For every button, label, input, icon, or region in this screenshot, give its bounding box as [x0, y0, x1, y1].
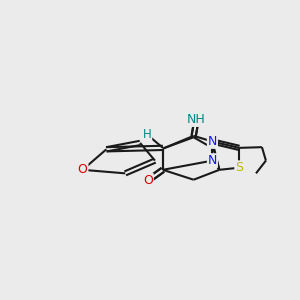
Text: NH: NH — [187, 113, 206, 126]
Text: H: H — [143, 128, 152, 141]
Text: O: O — [78, 163, 88, 176]
Text: N: N — [208, 154, 217, 167]
Text: N: N — [208, 135, 217, 148]
Text: S: S — [235, 161, 243, 174]
Text: O: O — [143, 174, 153, 187]
